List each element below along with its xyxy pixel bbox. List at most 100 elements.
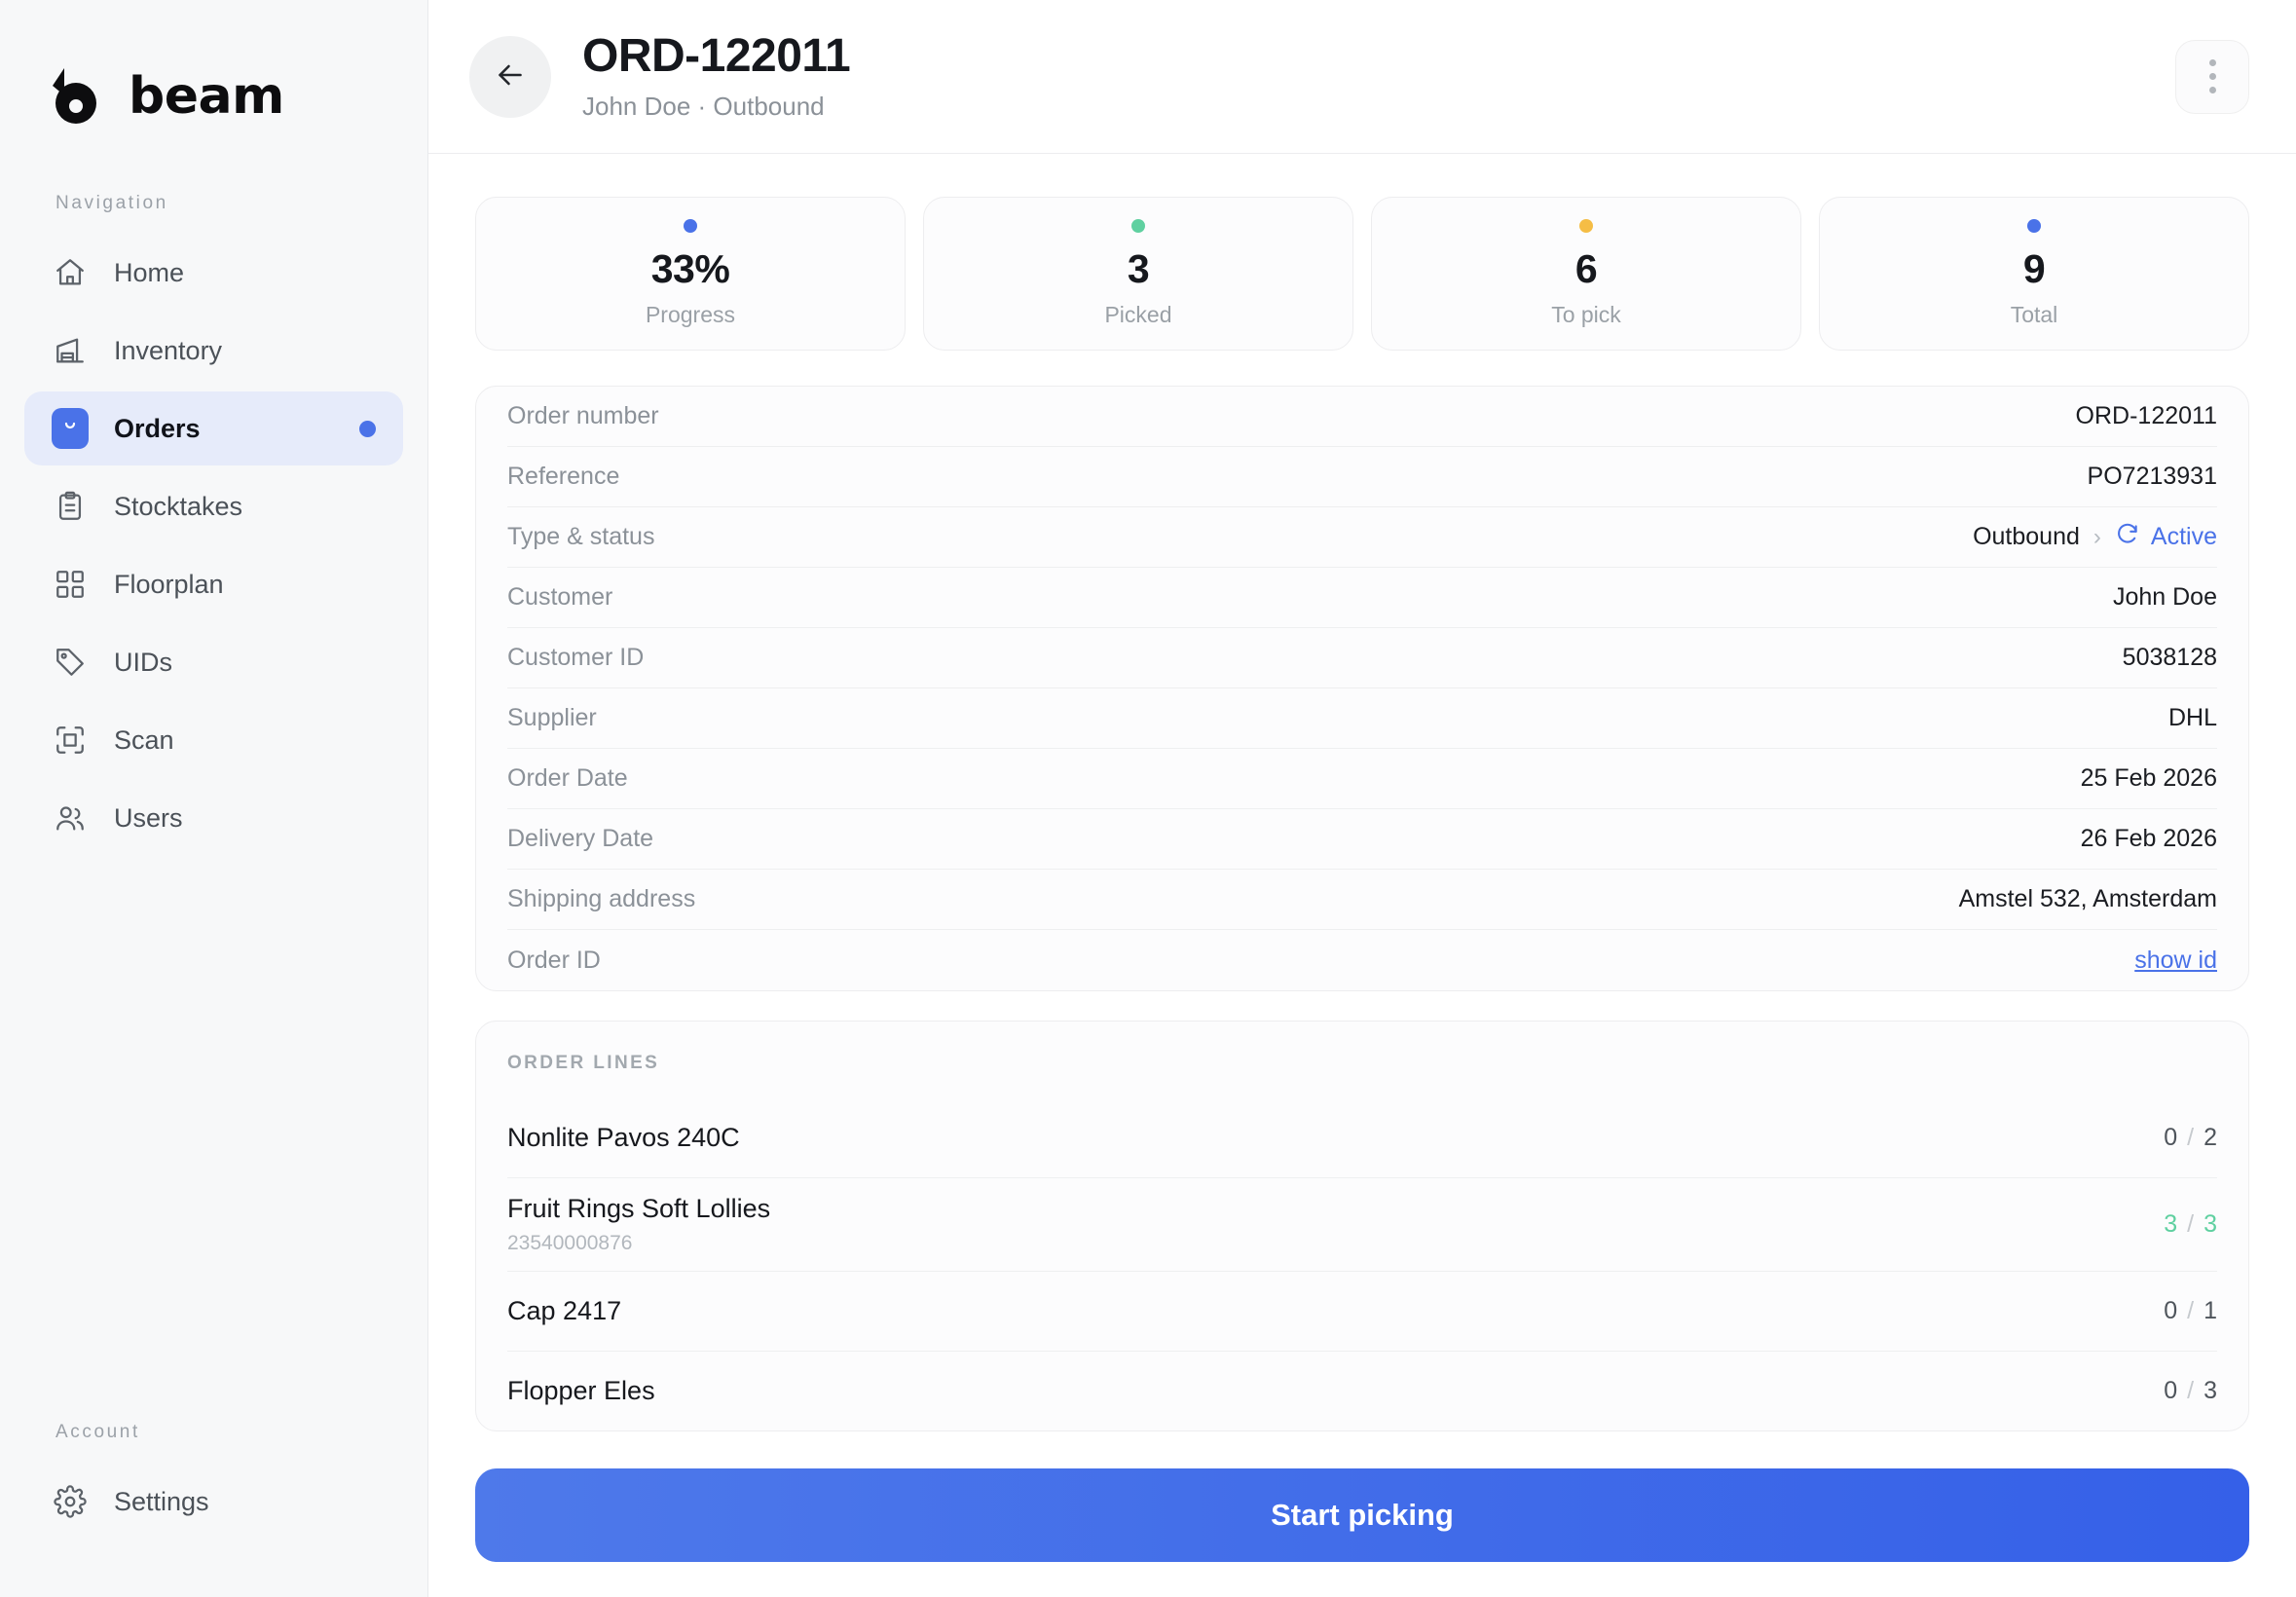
- tag-icon: [52, 644, 89, 681]
- detail-row-reference: Reference PO7213931: [507, 447, 2217, 507]
- detail-row-supplier: Supplier DHL: [507, 688, 2217, 749]
- status-badge[interactable]: Active: [2115, 521, 2217, 553]
- qty-total: 3: [2203, 1210, 2217, 1238]
- gear-icon: [52, 1483, 89, 1520]
- stat-card-picked: 3 Picked: [923, 197, 1353, 351]
- sidebar-item-scan[interactable]: Scan: [24, 703, 403, 777]
- order-line-info: Nonlite Pavos 240C: [507, 1123, 740, 1153]
- stat-card-total: 9 Total: [1819, 197, 2249, 351]
- detail-value: 5038128: [2122, 644, 2217, 671]
- detail-value: DHL: [2167, 704, 2217, 731]
- detail-row-type-status: Type & status Outbound › Active: [507, 507, 2217, 568]
- order-line-qty: 3 / 3: [2164, 1210, 2217, 1239]
- detail-row-delivery-date: Delivery Date 26 Feb 2026: [507, 809, 2217, 870]
- sidebar-item-label: UIDs: [114, 647, 172, 677]
- stat-card-to-pick: 6 To pick: [1371, 197, 1801, 351]
- qty-total: 3: [2203, 1377, 2217, 1404]
- sidebar-item-settings[interactable]: Settings: [24, 1465, 403, 1539]
- sidebar-item-label: Inventory: [114, 335, 223, 365]
- order-line-name: Fruit Rings Soft Lollies: [507, 1194, 771, 1223]
- page-title: ORD-122011: [582, 29, 851, 82]
- sidebar-item-label: Home: [114, 257, 185, 287]
- qty-picked: 0: [2164, 1297, 2178, 1324]
- status-dot: [1579, 219, 1593, 233]
- order-line-row[interactable]: Fruit Rings Soft Lollies 23540000876 3 / 3: [507, 1177, 2217, 1271]
- detail-value: Amstel 532, Amsterdam: [1958, 885, 2217, 912]
- order-line-name: Nonlite Pavos 240C: [507, 1122, 740, 1152]
- detail-row-shipping-address: Shipping address Amstel 532, Amsterdam: [507, 870, 2217, 930]
- sidebar-item-orders[interactable]: Orders: [24, 391, 403, 465]
- arrow-left-icon: [493, 57, 528, 95]
- status-dot: [2027, 219, 2041, 233]
- detail-label: Delivery Date: [507, 825, 654, 852]
- order-line-qty: 0 / 1: [2164, 1297, 2217, 1325]
- qty-picked: 0: [2164, 1123, 2178, 1151]
- sidebar-item-label: Orders: [114, 413, 201, 443]
- detail-value: 26 Feb 2026: [2080, 825, 2217, 852]
- brand-name: beam: [129, 67, 284, 126]
- sidebar-item-stocktakes[interactable]: Stocktakes: [24, 469, 403, 543]
- order-line-name: Flopper Eles: [507, 1376, 655, 1405]
- detail-label: Supplier: [507, 704, 597, 731]
- sidebar-nav: Home Inventory Orders: [0, 236, 427, 855]
- detail-value: Outbound › Active: [1973, 521, 2217, 553]
- start-picking-button[interactable]: Start picking: [475, 1468, 2249, 1562]
- detail-label: Reference: [507, 463, 620, 490]
- detail-row-order-date: Order Date 25 Feb 2026: [507, 749, 2217, 809]
- qty-picked: 3: [2164, 1210, 2178, 1238]
- status-dot: [684, 219, 697, 233]
- qty-picked: 0: [2164, 1377, 2178, 1404]
- stat-value: 33%: [650, 246, 730, 291]
- detail-row-customer: Customer John Doe: [507, 568, 2217, 628]
- detail-label: Order number: [507, 402, 659, 429]
- back-button[interactable]: [469, 35, 551, 118]
- order-line-qty: 0 / 2: [2164, 1124, 2217, 1152]
- sidebar-item-label: Floorplan: [114, 569, 224, 599]
- stat-card-progress: 33% Progress: [475, 197, 906, 351]
- detail-label: Customer: [507, 583, 613, 611]
- order-line-row[interactable]: Cap 2417 0 / 1: [507, 1271, 2217, 1351]
- header-titles: ORD-122011 John Doe · Outbound: [582, 29, 851, 123]
- sidebar-item-inventory[interactable]: Inventory: [24, 314, 403, 388]
- sidebar-item-floorplan[interactable]: Floorplan: [24, 547, 403, 621]
- qty-separator: /: [2187, 1297, 2195, 1324]
- detail-row-order-number: Order number ORD-122011: [507, 387, 2217, 447]
- stat-label: Picked: [1104, 302, 1172, 327]
- kebab-menu-icon[interactable]: [2175, 39, 2249, 114]
- warehouse-icon: [52, 332, 89, 369]
- order-details-card: Order number ORD-122011 Reference PO7213…: [475, 386, 2249, 991]
- page-subtitle: John Doe · Outbound: [582, 92, 825, 122]
- order-lines-heading: ORDER LINES: [507, 1053, 660, 1073]
- sidebar-item-uids[interactable]: UIDs: [24, 625, 403, 699]
- brand-logo[interactable]: beam: [0, 0, 427, 146]
- sidebar-item-home[interactable]: Home: [24, 236, 403, 310]
- sidebar-account-section: Account Settings: [0, 1422, 427, 1597]
- nav-group-label: Navigation: [56, 193, 168, 213]
- page-header: ORD-122011 John Doe · Outbound: [428, 0, 2296, 154]
- sidebar-item-label: Scan: [114, 724, 174, 755]
- shopping-bag-icon: [52, 408, 89, 449]
- main-content: ORD-122011 John Doe · Outbound 33% Progr…: [428, 0, 2296, 1597]
- qty-separator: /: [2187, 1210, 2195, 1238]
- account-group-label: Account: [56, 1422, 140, 1442]
- orders-notification-dot: [359, 420, 376, 437]
- detail-value: ORD-122011: [2075, 402, 2217, 429]
- stat-label: Total: [2010, 302, 2058, 327]
- status-text: Active: [2150, 523, 2217, 550]
- order-line-row[interactable]: Flopper Eles 0 / 3: [507, 1351, 2217, 1430]
- show-id-link[interactable]: show id: [2134, 946, 2217, 974]
- status-dot: [1131, 219, 1145, 233]
- stat-label: To pick: [1551, 302, 1621, 327]
- qty-separator: /: [2187, 1377, 2195, 1404]
- refresh-icon: [2115, 521, 2140, 553]
- sidebar-item-users[interactable]: Users: [24, 781, 403, 855]
- order-line-sku: 23540000876: [507, 1232, 633, 1254]
- detail-label: Order ID: [507, 946, 601, 974]
- stats-row: 33% Progress 3 Picked 6 To pick 9 Total: [475, 197, 2249, 351]
- detail-row-order-id: Order ID show id: [507, 930, 2217, 990]
- detail-label: Type & status: [507, 523, 655, 550]
- order-line-row[interactable]: Nonlite Pavos 240C 0 / 2: [507, 1097, 2217, 1177]
- detail-value: John Doe: [2112, 583, 2217, 611]
- detail-label: Order Date: [507, 764, 628, 792]
